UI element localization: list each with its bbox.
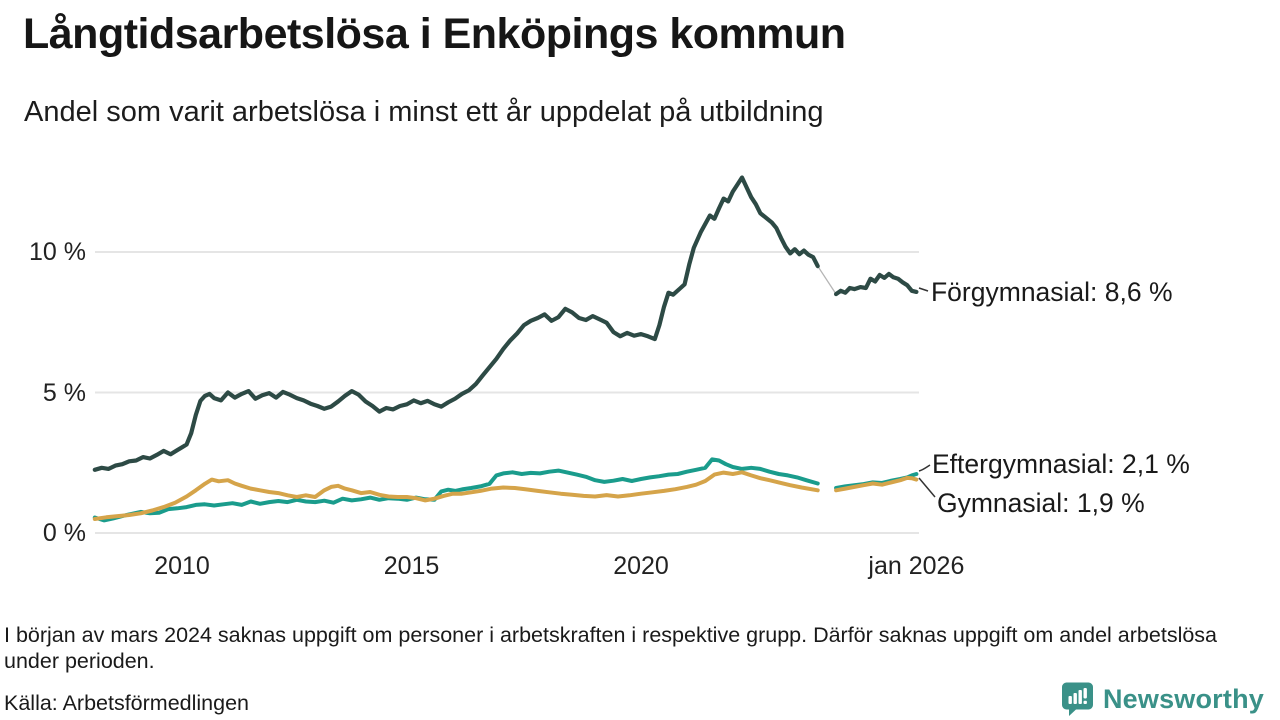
page-subtitle: Andel som varit arbetslösa i minst ett å… xyxy=(24,96,824,128)
speech-bubble-shape xyxy=(1061,682,1093,716)
logo-exclamation-dot xyxy=(1083,700,1087,704)
series-end-label-gymnasial: Gymnasial: 1,9 % xyxy=(937,488,1145,518)
x-tick-2020: 2020 xyxy=(613,552,669,580)
line-förgymnasial-pre-gap xyxy=(92,175,820,472)
x-tick-2010: 2010 xyxy=(154,552,210,580)
logo-bar-tall xyxy=(1078,690,1082,704)
x-tick-2026: jan 2026 xyxy=(868,552,965,580)
newsworthy-logo: Newsworthy xyxy=(1061,682,1264,716)
logo-bar-medium xyxy=(1073,693,1077,704)
y-tick-5: 5 % xyxy=(42,378,86,407)
line-eftergymnasial-pre-gap xyxy=(92,457,820,523)
page-title: Långtidsarbetslösa i Enköpings kommun xyxy=(23,10,846,58)
y-tick-0: 0 % xyxy=(42,519,86,547)
gridlines xyxy=(95,251,919,534)
leader-line-eftergymnasial xyxy=(918,464,931,472)
source-text: Källa: Arbetsförmedlingen xyxy=(4,691,250,715)
logo-bar-small xyxy=(1068,696,1072,704)
series-end-label-forgymnasial: Förgymnasial: 8,6 % xyxy=(931,277,1173,307)
leader-line-forgymnasial xyxy=(918,287,929,292)
newsworthy-logo-text: Newsworthy xyxy=(1102,683,1264,714)
x-tick-2015: 2015 xyxy=(383,552,440,580)
line-gymnasial-pre-gap xyxy=(92,470,820,521)
line-förgymnasial-post-gap xyxy=(833,271,919,297)
y-tick-10: 10 % xyxy=(29,238,86,266)
series-end-label-eftergymnasial: Eftergymnasial: 2,1 % xyxy=(932,449,1190,479)
logo-exclamation-stem xyxy=(1083,688,1087,699)
footnote-text: I början av mars 2024 saknas uppgift om … xyxy=(4,623,1218,674)
label-leader-lines xyxy=(918,287,936,498)
line-gymnasial-post-gap xyxy=(834,475,919,493)
newsworthy-logo-icon xyxy=(1061,682,1093,716)
chart-series-lines xyxy=(92,175,919,523)
leader-line-gymnasial xyxy=(918,477,936,498)
gap-connector-förgymnasial xyxy=(817,265,837,295)
